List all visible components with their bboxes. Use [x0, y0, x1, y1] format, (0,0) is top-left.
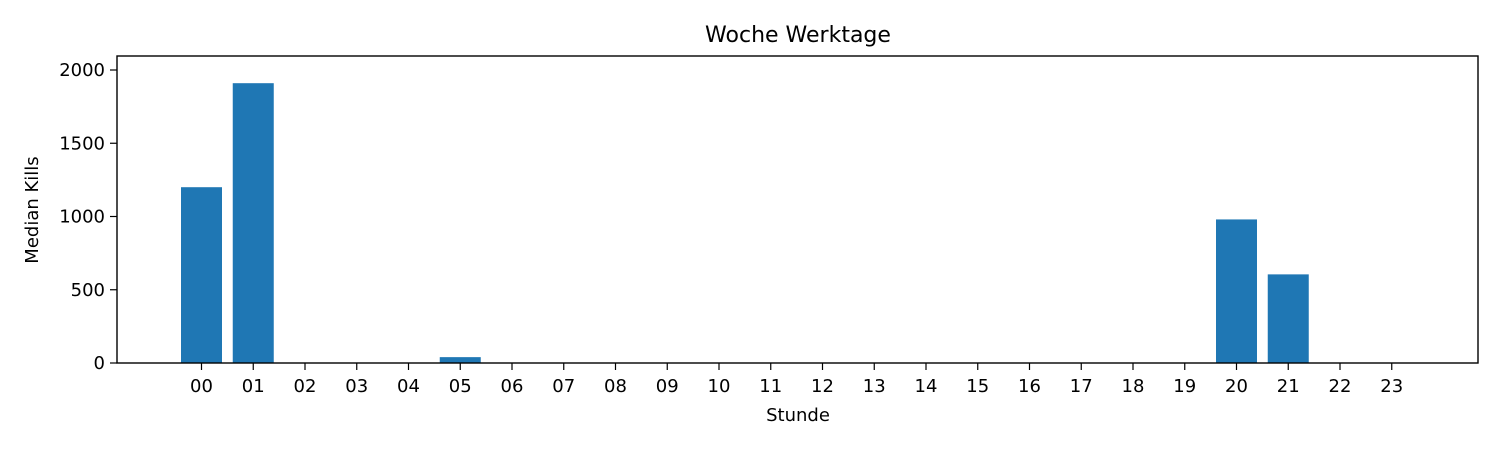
x-tick-label-15: 15: [966, 376, 989, 397]
x-tick-label-03: 03: [345, 376, 368, 397]
bar-01: [232, 83, 274, 363]
x-tick-label-10: 10: [708, 376, 731, 397]
x-tick-label-14: 14: [915, 376, 938, 397]
y-tick-label-2000: 2000: [59, 60, 105, 81]
x-tick-label-20: 20: [1225, 376, 1248, 397]
x-tick-label-21: 21: [1277, 376, 1300, 397]
x-tick-label-06: 06: [501, 376, 524, 397]
x-tick-label-16: 16: [1018, 376, 1041, 397]
x-tick-label-09: 09: [656, 376, 679, 397]
plot-area: 0 500 1000 1500 2000 00 01 02 03 04 05 06 07 08 09 10 11…: [59, 55, 1479, 397]
x-tick-label-18: 18: [1122, 376, 1145, 397]
y-tick-label-1500: 1500: [59, 133, 105, 154]
x-tick-label-00: 00: [190, 376, 213, 397]
y-axis-label: Median Kills: [22, 156, 43, 263]
bar-21: [1267, 274, 1309, 363]
x-tick-label-19: 19: [1173, 376, 1196, 397]
x-tick-label-12: 12: [811, 376, 834, 397]
x-tick-label-04: 04: [397, 376, 420, 397]
y-tick-label-500: 500: [71, 280, 105, 301]
x-tick-label-01: 01: [242, 376, 265, 397]
x-tick-label-13: 13: [863, 376, 886, 397]
bar-05: [439, 357, 481, 363]
x-tick-label-23: 23: [1380, 376, 1403, 397]
bar-00: [181, 187, 222, 363]
y-tick-label-1000: 1000: [59, 207, 105, 228]
x-tick-label-22: 22: [1329, 376, 1352, 397]
x-tick-label-02: 02: [294, 376, 317, 397]
x-tick-label-07: 07: [552, 376, 575, 397]
x-tick-label-08: 08: [604, 376, 627, 397]
x-axis-label: Stunde: [766, 405, 830, 426]
x-tick-label-11: 11: [759, 376, 782, 397]
plot-frame: [116, 55, 1479, 364]
chart-title: Woche Werktage: [705, 23, 891, 48]
x-tick-label-05: 05: [449, 376, 472, 397]
x-tick-label-17: 17: [1070, 376, 1093, 397]
bar-20: [1216, 219, 1257, 363]
y-tick-label-0: 0: [94, 353, 105, 374]
